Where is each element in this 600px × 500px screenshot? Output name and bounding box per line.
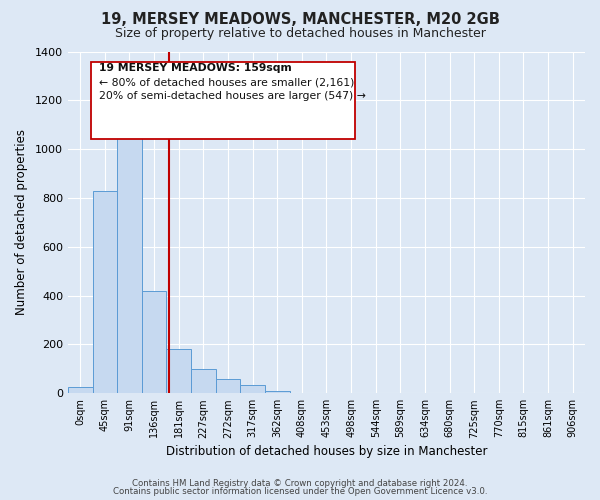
Bar: [92, 190, 117, 393]
Bar: [240, 384, 265, 393]
Bar: [265, 391, 290, 393]
Text: 19 MERSEY MEADOWS: 159sqm: 19 MERSEY MEADOWS: 159sqm: [99, 64, 292, 74]
Bar: [142, 290, 166, 393]
Text: ← 80% of detached houses are smaller (2,161)
20% of semi-detached houses are lar: ← 80% of detached houses are smaller (2,…: [99, 64, 366, 102]
Text: Contains HM Land Registry data © Crown copyright and database right 2024.: Contains HM Land Registry data © Crown c…: [132, 478, 468, 488]
Text: 19, MERSEY MEADOWS, MANCHESTER, M20 2GB: 19, MERSEY MEADOWS, MANCHESTER, M20 2GB: [101, 12, 499, 28]
Bar: [191, 369, 215, 393]
Bar: [215, 379, 240, 393]
FancyBboxPatch shape: [91, 62, 355, 138]
X-axis label: Distribution of detached houses by size in Manchester: Distribution of detached houses by size …: [166, 444, 487, 458]
Y-axis label: Number of detached properties: Number of detached properties: [15, 130, 28, 316]
Text: Contains public sector information licensed under the Open Government Licence v3: Contains public sector information licen…: [113, 487, 487, 496]
Bar: [117, 131, 142, 393]
Bar: [166, 350, 191, 393]
Text: Size of property relative to detached houses in Manchester: Size of property relative to detached ho…: [115, 28, 485, 40]
Bar: [68, 387, 92, 393]
